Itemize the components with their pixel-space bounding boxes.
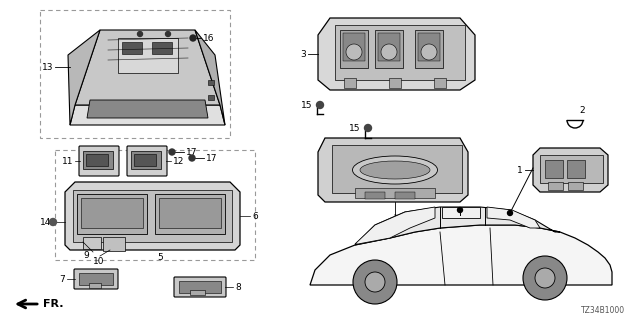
Bar	[83, 151, 113, 169]
Bar	[83, 237, 101, 249]
Bar	[190, 290, 205, 295]
Text: 5: 5	[157, 253, 163, 262]
Polygon shape	[65, 182, 240, 250]
Bar	[208, 80, 214, 85]
Bar	[340, 30, 368, 68]
Text: 3: 3	[300, 50, 306, 59]
Bar	[548, 182, 563, 190]
Bar	[122, 42, 142, 54]
Circle shape	[381, 44, 397, 60]
Bar	[77, 194, 147, 234]
Bar	[86, 154, 108, 166]
Bar	[332, 145, 462, 193]
Text: 11: 11	[61, 156, 73, 165]
Ellipse shape	[353, 156, 438, 184]
Bar	[40, 10, 230, 138]
Text: 6: 6	[252, 212, 258, 220]
Bar	[540, 155, 603, 183]
Bar	[179, 281, 221, 293]
Text: 7: 7	[60, 275, 65, 284]
Bar	[89, 283, 101, 288]
Polygon shape	[87, 100, 208, 118]
Text: 15: 15	[349, 124, 360, 132]
Text: 14: 14	[40, 218, 51, 227]
Polygon shape	[318, 18, 475, 90]
Circle shape	[317, 101, 323, 108]
Circle shape	[523, 256, 567, 300]
Text: 1: 1	[517, 165, 523, 174]
Bar	[159, 198, 221, 228]
Bar	[378, 33, 400, 61]
Bar	[131, 151, 161, 169]
Circle shape	[346, 44, 362, 60]
Text: 4: 4	[397, 213, 403, 222]
Bar	[79, 273, 113, 285]
FancyBboxPatch shape	[79, 146, 119, 176]
Bar	[118, 38, 178, 73]
Text: 2: 2	[579, 106, 584, 115]
Circle shape	[190, 35, 196, 41]
Circle shape	[49, 219, 56, 226]
Bar	[389, 78, 401, 88]
Circle shape	[365, 272, 385, 292]
Circle shape	[353, 260, 397, 304]
Bar	[395, 192, 415, 199]
Bar	[567, 160, 585, 178]
Text: 17: 17	[186, 148, 198, 156]
Text: 15: 15	[301, 100, 312, 109]
Bar	[434, 78, 446, 88]
Text: 13: 13	[42, 62, 53, 71]
Polygon shape	[355, 207, 435, 244]
Circle shape	[365, 124, 371, 132]
Polygon shape	[442, 207, 480, 218]
FancyBboxPatch shape	[174, 277, 226, 297]
Text: 16: 16	[203, 34, 214, 43]
Polygon shape	[195, 30, 225, 125]
Polygon shape	[75, 30, 220, 105]
FancyBboxPatch shape	[127, 146, 167, 176]
Bar	[344, 78, 356, 88]
Bar	[152, 42, 172, 54]
Bar	[375, 30, 403, 68]
Bar	[365, 192, 385, 199]
Text: FR.: FR.	[43, 299, 63, 309]
Polygon shape	[68, 30, 100, 125]
FancyBboxPatch shape	[74, 269, 118, 289]
Bar	[81, 198, 143, 228]
Bar	[343, 33, 365, 61]
Bar	[73, 190, 232, 242]
Circle shape	[535, 268, 555, 288]
Bar	[335, 25, 465, 80]
Text: 10: 10	[93, 258, 104, 267]
Polygon shape	[533, 148, 608, 192]
Bar	[415, 30, 443, 68]
Bar	[134, 154, 156, 166]
Circle shape	[421, 44, 437, 60]
Ellipse shape	[360, 161, 430, 179]
Bar	[55, 150, 255, 260]
Bar	[155, 194, 225, 234]
Circle shape	[169, 149, 175, 155]
Text: 12: 12	[173, 156, 184, 165]
Bar	[418, 33, 440, 61]
Circle shape	[166, 31, 170, 36]
Polygon shape	[310, 225, 612, 285]
Text: 17: 17	[206, 154, 218, 163]
Circle shape	[138, 31, 143, 36]
Bar	[208, 95, 214, 100]
Polygon shape	[70, 105, 225, 125]
Bar	[103, 237, 125, 251]
Text: TZ34B1000: TZ34B1000	[581, 306, 625, 315]
Bar	[568, 182, 583, 190]
Text: 9: 9	[83, 251, 89, 260]
Text: 8: 8	[235, 283, 241, 292]
Bar	[355, 188, 435, 198]
Bar	[545, 160, 563, 178]
Polygon shape	[318, 138, 468, 202]
Circle shape	[458, 207, 463, 212]
Polygon shape	[355, 207, 560, 245]
Circle shape	[189, 155, 195, 161]
Circle shape	[508, 211, 513, 215]
Polygon shape	[487, 207, 540, 228]
